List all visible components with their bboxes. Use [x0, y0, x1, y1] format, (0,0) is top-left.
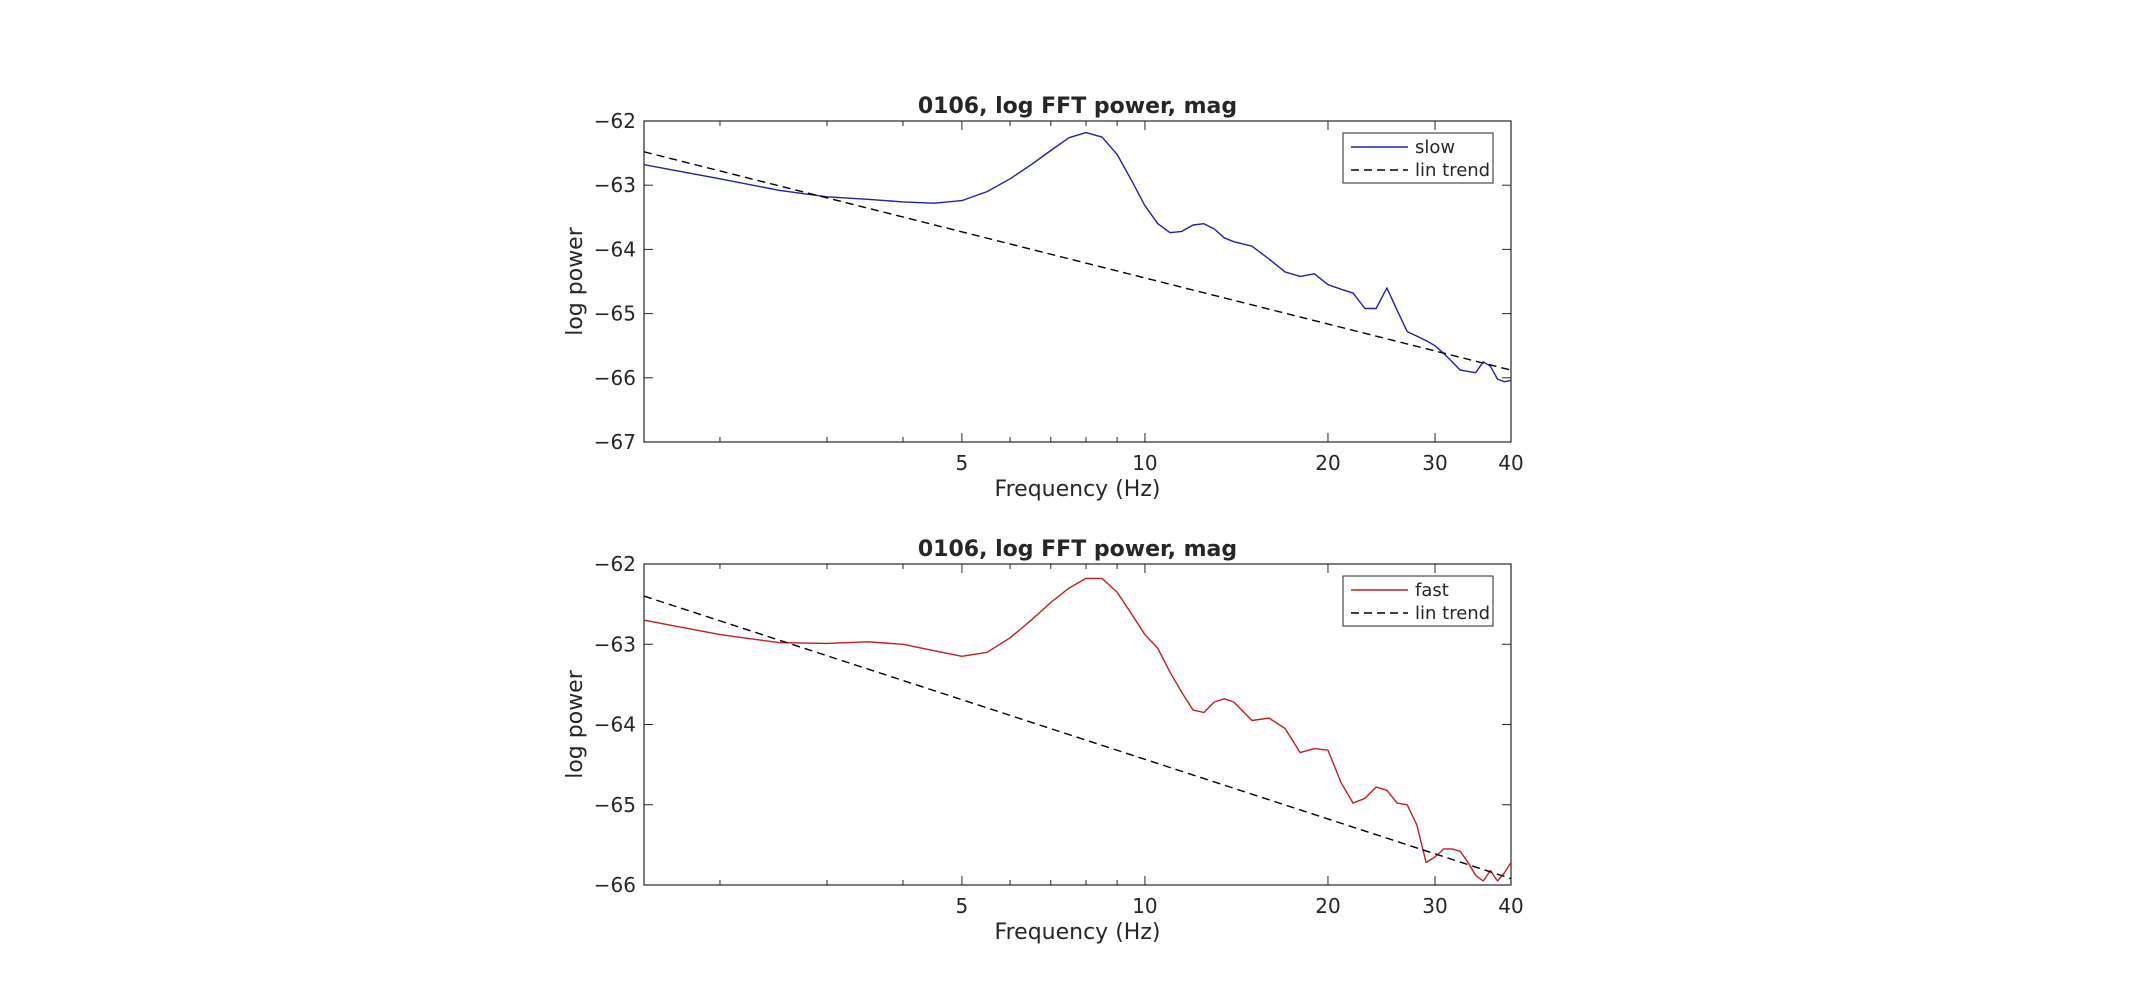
x-tick-label: 10: [1132, 451, 1157, 475]
y-tick-label: −62: [594, 109, 636, 133]
legend-label: lin trend: [1415, 603, 1490, 624]
y-axis-label: log power: [563, 669, 588, 778]
chart-bottom-fast: 0106, log FFT power, mag Frequency (Hz) …: [563, 537, 1524, 945]
y-tick-label: −67: [594, 430, 636, 454]
y-tick-label: −66: [594, 873, 636, 897]
y-tick-label: −64: [594, 237, 636, 261]
y-tick-label: −66: [594, 366, 636, 390]
x-tick-label: 40: [1498, 451, 1523, 475]
y-tick-label: −65: [594, 302, 636, 326]
y-tick-label: −63: [594, 632, 636, 656]
x-tick-label: 40: [1498, 894, 1523, 918]
series-line-lin-trend: [644, 151, 1511, 371]
series-line-lin-trend: [644, 595, 1511, 880]
legend-label: lin trend: [1415, 160, 1490, 181]
chart-title: 0106, log FFT power, mag: [918, 537, 1237, 562]
y-tick-label: −64: [594, 713, 636, 737]
series-line-fast: [644, 577, 1511, 882]
x-tick-label: 20: [1315, 894, 1340, 918]
legend-box: [1342, 575, 1494, 627]
legend-label: slow: [1415, 137, 1455, 158]
x-tick-label: 20: [1315, 451, 1340, 475]
plot-area: −62 −63 −64 −65 −66 −67 5 10 20 30 40: [594, 109, 1524, 475]
legend-box: [1342, 132, 1494, 184]
legend-label: fast: [1415, 580, 1449, 601]
series-group: [644, 131, 1511, 383]
chart-title: 0106, log FFT power, mag: [918, 94, 1237, 119]
x-tick-label: 30: [1422, 451, 1447, 475]
x-tick-label: 5: [956, 894, 969, 918]
x-axis-label: Frequency (Hz): [995, 920, 1161, 945]
x-axis-label: Frequency (Hz): [995, 477, 1161, 502]
plot-area: −62 −63 −64 −65 −66 5 10 20 30 40: [594, 552, 1524, 918]
y-tick-label: −65: [594, 793, 636, 817]
axes-box: [643, 120, 1512, 443]
series-group: [644, 577, 1511, 882]
y-tick-label: −62: [594, 552, 636, 576]
series-line-slow: [644, 131, 1511, 383]
chart-top-slow: 0106, log FFT power, mag Frequency (Hz) …: [563, 94, 1524, 502]
y-tick-label: −63: [594, 173, 636, 197]
x-tick-label: 10: [1132, 894, 1157, 918]
x-tick-label: 5: [956, 451, 969, 475]
x-tick-label: 30: [1422, 894, 1447, 918]
y-axis-label: log power: [563, 226, 588, 335]
